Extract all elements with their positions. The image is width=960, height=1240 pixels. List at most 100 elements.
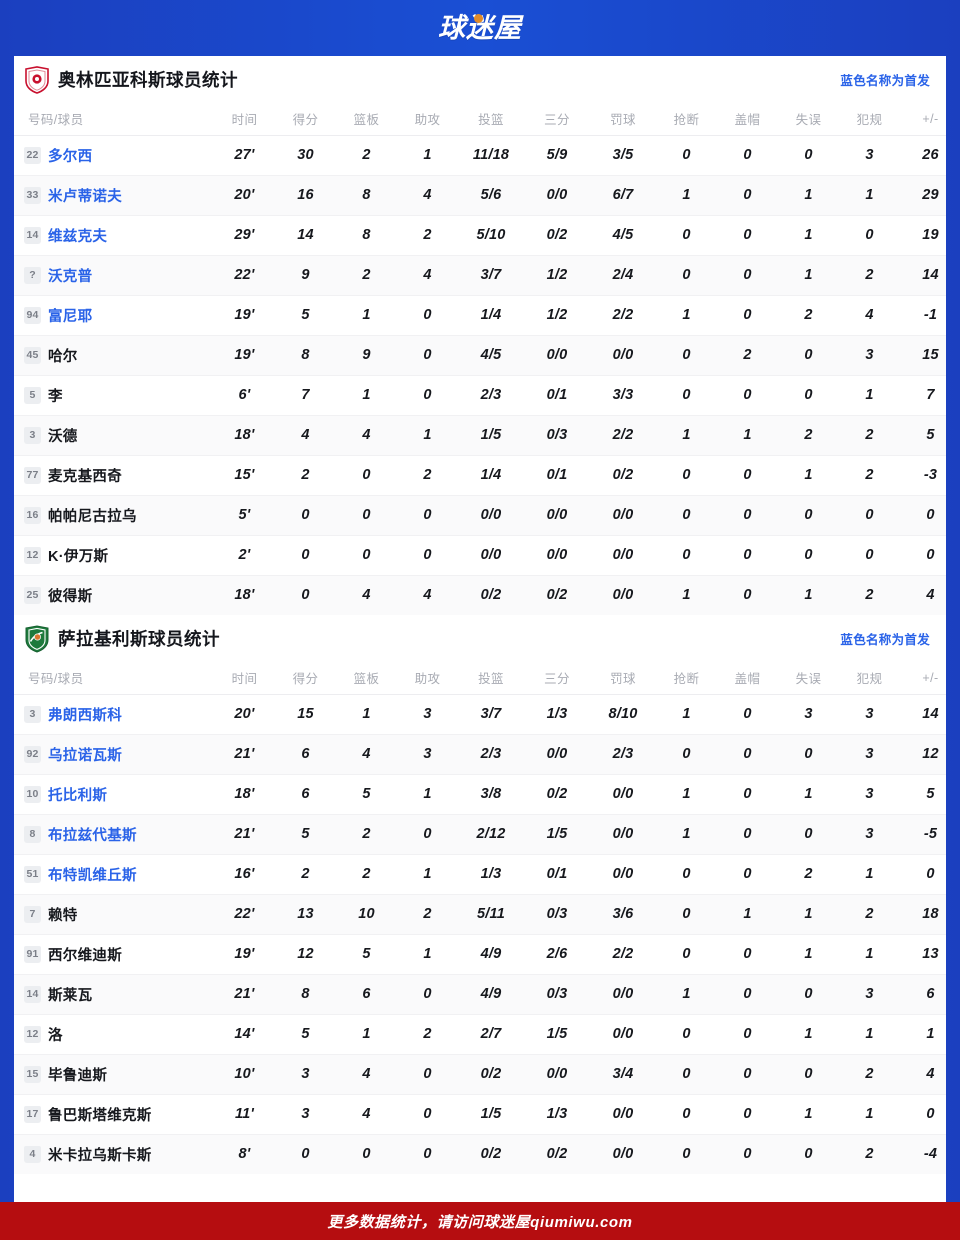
col-blocks: 盖帽 bbox=[717, 662, 778, 695]
player-cell[interactable]: 8 布拉兹代基斯 bbox=[14, 814, 214, 855]
table-row[interactable]: 12 洛 14' 5 1 2 2/7 1/5 0/0 0 0 1 1 1 bbox=[14, 1014, 946, 1055]
player-name: 多尔西 bbox=[48, 148, 93, 165]
player-cell[interactable]: 51 布特凯维丘斯 bbox=[14, 854, 214, 895]
stats-card: 奥林匹亚科斯球员统计 蓝色名称为首发 号码/球员 时间 得分 篮板 助攻 投篮 … bbox=[14, 56, 946, 1202]
table-row[interactable]: 92 乌拉诺瓦斯 21' 6 4 3 2/3 0/0 2/3 0 0 0 3 12 bbox=[14, 734, 946, 775]
player-cell[interactable]: 4 米卡拉乌斯卡斯 bbox=[14, 1134, 214, 1174]
stat-free-throws: 6/7 bbox=[590, 175, 656, 216]
player-cell[interactable]: 7 赖特 bbox=[14, 894, 214, 935]
stat-assists: 2 bbox=[397, 894, 458, 935]
table-row[interactable]: 12 K·伊万斯 2' 0 0 0 0/0 0/0 0/0 0 0 0 0 0 bbox=[14, 535, 946, 576]
table-row[interactable]: 51 布特凯维丘斯 16' 2 2 1 1/3 0/1 0/0 0 0 2 1 0 bbox=[14, 854, 946, 895]
player-cell[interactable]: 12 K·伊万斯 bbox=[14, 535, 214, 576]
stat-rebounds: 2 bbox=[336, 814, 397, 855]
table-row[interactable]: 14 斯莱瓦 21' 8 6 0 4/9 0/3 0/0 1 0 0 3 6 bbox=[14, 974, 946, 1015]
col-freethrows: 罚球 bbox=[590, 662, 656, 695]
player-cell[interactable]: 17 鲁巴斯塔维克斯 bbox=[14, 1094, 214, 1135]
table-row[interactable]: 14 维兹克夫 29' 14 8 2 5/10 0/2 4/5 0 0 1 0 19 bbox=[14, 215, 946, 256]
stat-steals: 0 bbox=[656, 934, 717, 975]
stat-turnovers: 1 bbox=[778, 934, 839, 975]
stat-steals: 1 bbox=[682, 587, 691, 604]
col-rebounds: 篮板 bbox=[336, 662, 397, 695]
player-name: 彼得斯 bbox=[48, 588, 93, 605]
stat-fouls: 2 bbox=[839, 255, 900, 296]
table-row[interactable]: 4 米卡拉乌斯卡斯 8' 0 0 0 0/2 0/2 0/0 0 0 0 2 -4 bbox=[14, 1134, 946, 1174]
player-cell[interactable]: 14 维兹克夫 bbox=[14, 215, 214, 256]
stat-points: 8 bbox=[275, 974, 336, 1015]
table-row[interactable]: 45 哈尔 19' 8 9 0 4/5 0/0 0/0 0 2 0 3 15 bbox=[14, 335, 946, 376]
table-row[interactable]: 22 多尔西 27' 30 2 1 11/18 5/9 3/5 0 0 0 3 26 bbox=[14, 135, 946, 176]
jersey-number: 17 bbox=[24, 1105, 41, 1123]
player-cell[interactable]: 33 米卢蒂诺夫 bbox=[14, 175, 214, 216]
stat-turnovers: 3 bbox=[778, 694, 839, 735]
stat-turnovers: 1 bbox=[778, 894, 839, 935]
stat-points: 5 bbox=[275, 1014, 336, 1055]
player-name: 布特凯维丘斯 bbox=[48, 867, 137, 884]
stat-minutes: 5' bbox=[214, 495, 275, 536]
table-row[interactable]: 3 弗朗西斯科 20' 15 1 3 3/7 1/3 8/10 1 0 3 3 14 bbox=[14, 694, 946, 735]
jersey-number: 92 bbox=[24, 745, 41, 763]
team-header-2: 萨拉基利斯球员统计 蓝色名称为首发 bbox=[14, 615, 946, 662]
table-row[interactable]: 3 沃德 18' 4 4 1 1/5 0/3 2/2 1 1 2 2 5 bbox=[14, 415, 946, 456]
player-cell[interactable]: 77 麦克基西奇 bbox=[14, 455, 214, 496]
stat-steals: 0 bbox=[656, 1094, 717, 1135]
jersey-number: 8 bbox=[24, 825, 41, 843]
player-cell[interactable]: 45 哈尔 bbox=[14, 335, 214, 376]
player-cell[interactable]: 25 彼得斯 bbox=[14, 575, 214, 615]
stat-plus-minus: -5 bbox=[900, 814, 946, 855]
player-cell[interactable]: 3 沃德 bbox=[14, 415, 214, 456]
player-cell[interactable]: ? 沃克普 bbox=[14, 255, 214, 296]
col-freethrows: 罚球 bbox=[590, 103, 656, 136]
player-cell[interactable]: 16 帕帕尼古拉乌 bbox=[14, 495, 214, 536]
player-cell[interactable]: 91 西尔维迪斯 bbox=[14, 934, 214, 975]
stat-minutes: 19' bbox=[214, 295, 275, 336]
table-row[interactable]: 25 彼得斯 18' 0 4 4 0/2 0/2 0/0 1 0 1 2 4 bbox=[14, 575, 946, 615]
stat-points: 6 bbox=[275, 734, 336, 775]
stat-minutes: 21' bbox=[214, 734, 275, 775]
stat-plus-minus: 19 bbox=[900, 215, 946, 256]
stat-plus-minus: 4 bbox=[926, 587, 935, 604]
player-cell[interactable]: 10 托比利斯 bbox=[14, 774, 214, 815]
stat-fouls: 3 bbox=[839, 135, 900, 176]
stat-assists: 0 bbox=[397, 1054, 458, 1095]
player-cell[interactable]: 92 乌拉诺瓦斯 bbox=[14, 734, 214, 775]
player-cell[interactable]: 22 多尔西 bbox=[14, 135, 214, 176]
table-row[interactable]: 7 赖特 22' 13 10 2 5/11 0/3 3/6 0 1 1 2 18 bbox=[14, 894, 946, 935]
stat-turnovers: 2 bbox=[778, 415, 839, 456]
table-row[interactable]: 91 西尔维迪斯 19' 12 5 1 4/9 2/6 2/2 0 0 1 1 13 bbox=[14, 934, 946, 975]
stat-field-goals: 1/3 bbox=[458, 854, 524, 895]
stat-fouls: 3 bbox=[839, 335, 900, 376]
table-row[interactable]: ? 沃克普 22' 9 2 4 3/7 1/2 2/4 0 0 1 2 14 bbox=[14, 255, 946, 296]
table-row[interactable]: 5 李 6' 7 1 0 2/3 0/1 3/3 0 0 0 1 7 bbox=[14, 375, 946, 416]
player-cell[interactable]: 14 斯莱瓦 bbox=[14, 974, 214, 1015]
table-row[interactable]: 8 布拉兹代基斯 21' 5 2 0 2/12 1/5 0/0 1 0 0 3 -5 bbox=[14, 814, 946, 855]
table-row[interactable]: 16 帕帕尼古拉乌 5' 0 0 0 0/0 0/0 0/0 0 0 0 0 0 bbox=[14, 495, 946, 536]
player-cell[interactable]: 12 洛 bbox=[14, 1014, 214, 1055]
table-row[interactable]: 15 毕鲁迪斯 10' 3 4 0 0/2 0/0 3/4 0 0 0 2 4 bbox=[14, 1054, 946, 1095]
table-row[interactable]: 10 托比利斯 18' 6 5 1 3/8 0/2 0/0 1 0 1 3 5 bbox=[14, 774, 946, 815]
table-row[interactable]: 33 米卢蒂诺夫 20' 16 8 4 5/6 0/0 6/7 1 0 1 1 29 bbox=[14, 175, 946, 216]
jersey-number: 12 bbox=[24, 1025, 41, 1043]
jersey-number: 4 bbox=[24, 1145, 41, 1163]
player-cell[interactable]: 3 弗朗西斯科 bbox=[14, 694, 214, 735]
table-row[interactable]: 77 麦克基西奇 15' 2 0 2 1/4 0/1 0/2 0 0 1 2 -3 bbox=[14, 455, 946, 496]
player-cell[interactable]: 15 毕鲁迪斯 bbox=[14, 1054, 214, 1095]
table-header-row: 号码/球员 时间 得分 篮板 助攻 投篮 三分 罚球 抢断 盖帽 失误 犯规 +… bbox=[14, 103, 946, 136]
col-threes: 三分 bbox=[524, 662, 590, 695]
stat-three-pointers: 1/2 bbox=[524, 255, 590, 296]
stat-field-goals: 2/3 bbox=[458, 734, 524, 775]
stat-fouls: 1 bbox=[839, 1094, 900, 1135]
stat-plus-minus: 12 bbox=[900, 734, 946, 775]
stat-steals: 1 bbox=[656, 814, 717, 855]
stat-field-goals: 3/8 bbox=[458, 774, 524, 815]
table-row[interactable]: 17 鲁巴斯塔维克斯 11' 3 4 0 1/5 1/3 0/0 0 0 1 1 0 bbox=[14, 1094, 946, 1135]
stat-three-pointers: 0/0 bbox=[524, 175, 590, 216]
stat-fouls: 0 bbox=[839, 535, 900, 576]
stat-free-throws: 4/5 bbox=[590, 215, 656, 256]
table-row[interactable]: 94 富尼耶 19' 5 1 0 1/4 1/2 2/2 1 0 2 4 -1 bbox=[14, 295, 946, 336]
player-cell[interactable]: 94 富尼耶 bbox=[14, 295, 214, 336]
stat-steals: 0 bbox=[656, 375, 717, 416]
col-rebounds: 篮板 bbox=[336, 103, 397, 136]
stat-turnovers: 1 bbox=[778, 175, 839, 216]
